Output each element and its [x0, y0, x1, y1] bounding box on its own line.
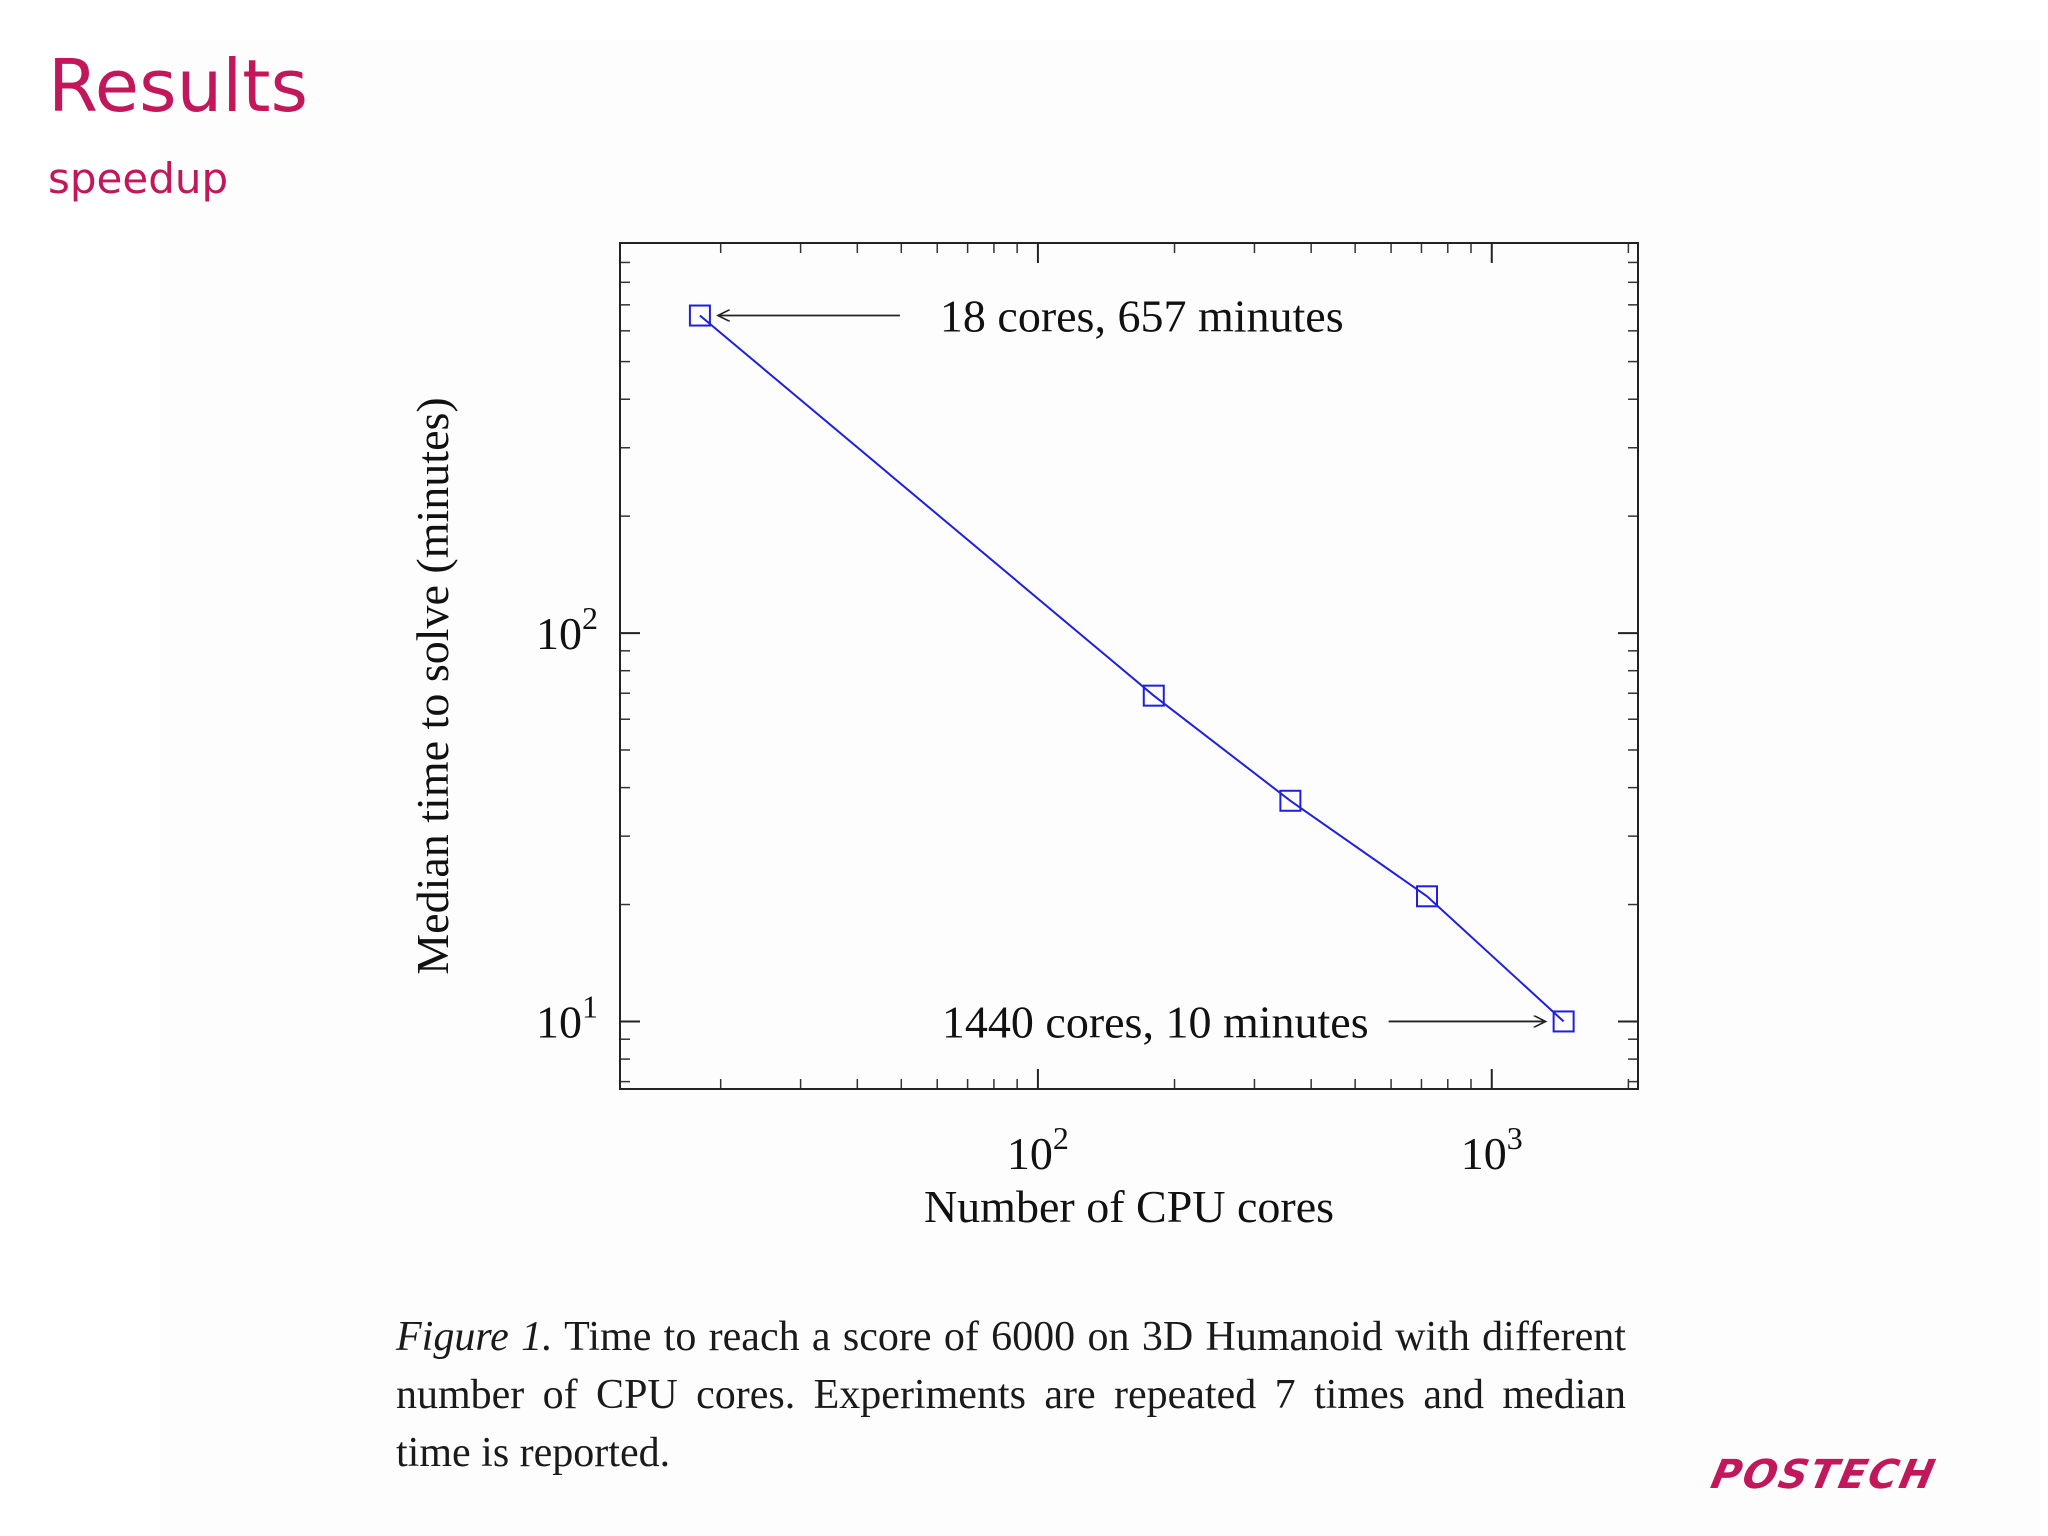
data-point: [1142, 684, 1165, 707]
annotation-layer: 18 cores, 657 minutes 1440 cores, 10 minu…: [718, 291, 1546, 1047]
annotation-label: 1440 cores, 10 minutes: [942, 996, 1369, 1047]
figure-caption: Figure 1. Time to reach a score of 6000 …: [396, 1308, 1626, 1482]
data-point: [1552, 1010, 1575, 1033]
x-tick-label: 102: [1007, 1120, 1069, 1179]
slide-subtitle: speedup: [48, 154, 229, 203]
y-tick-label: 101: [536, 988, 598, 1047]
data-point: [688, 304, 711, 327]
x-tick-label: 103: [1461, 1120, 1523, 1179]
series-line: [699, 314, 1565, 1023]
series-layer: [688, 304, 1575, 1033]
data-point: [1416, 885, 1439, 908]
annotation-label: 18 cores, 657 minutes: [940, 291, 1344, 342]
caption-text: Time to reach a score of 6000 on 3D Huma…: [396, 1314, 1626, 1476]
data-point: [1279, 789, 1302, 812]
slide-title: Results: [48, 44, 308, 128]
plot-frame: [619, 242, 1639, 1090]
caption-label: Figure 1.: [396, 1314, 553, 1360]
postech-logo: POSTECH: [1707, 1452, 1941, 1498]
x-axis-label: Number of CPU cores: [924, 1181, 1334, 1232]
y-axis-label: Median time to solve (minutes): [407, 397, 458, 974]
y-tick-label: 102: [536, 600, 598, 659]
minor-ticks: [620, 243, 1638, 1089]
major-ticks: [620, 243, 1638, 1089]
figure-panel: [160, 40, 2040, 1536]
tick-labels: 102 103 101 102: [536, 600, 1523, 1179]
